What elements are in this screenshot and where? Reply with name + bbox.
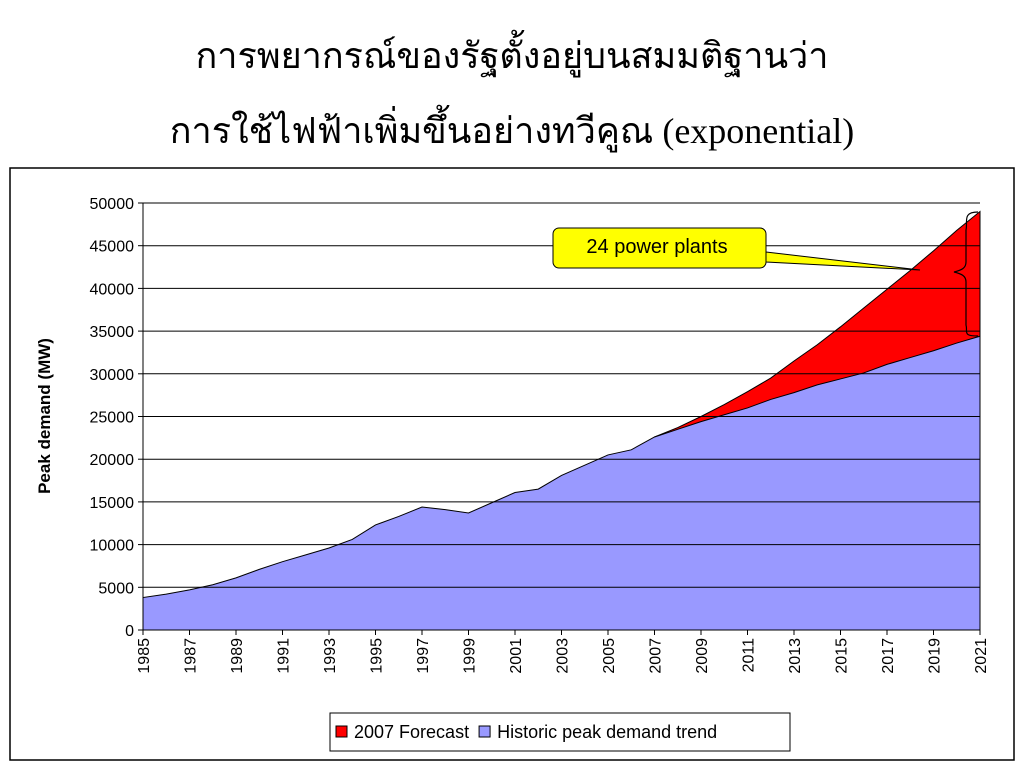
plot-area: 0 5000 10000 15000 20000 25000 30000 35000 40000… <box>90 196 991 674</box>
x-tick-label: 1987 <box>183 638 200 674</box>
chart-title: การใช้ไฟฟ้าเพิ่มขึ้นอย่างทวีคูณ (exponen… <box>170 104 855 153</box>
legend <box>329 712 791 752</box>
x-tick-label: 2015 <box>834 638 851 674</box>
x-tick-label: 2005 <box>601 638 618 674</box>
legend-label: 2007 Forecast <box>354 722 469 742</box>
x-tick-label: 2003 <box>555 638 572 674</box>
y-tick-label: 35000 <box>90 324 135 341</box>
y-tick-label: 0 <box>125 623 134 640</box>
x-tick-label: 2019 <box>927 638 944 674</box>
y-tick-label: 10000 <box>90 538 135 555</box>
y-tick-label: 30000 <box>90 367 135 384</box>
legend-swatch <box>335 725 348 738</box>
legend-swatch <box>478 725 491 738</box>
x-tick-label: 1989 <box>229 638 246 674</box>
y-tick-label: 45000 <box>90 239 135 256</box>
area <box>142 335 981 631</box>
y-tick-label: 5000 <box>98 580 134 597</box>
y-tick-label: 15000 <box>90 495 135 512</box>
y-axis-label: Peak demand (MW) <box>35 338 54 494</box>
legend-label: Historic peak demand trend <box>497 722 717 742</box>
x-tick-label: 1999 <box>462 638 479 674</box>
y-tick-label: 40000 <box>90 281 135 298</box>
legend-items: 2007 Forecast Historic peak demand trend <box>335 722 717 742</box>
y-tick-label: 20000 <box>90 452 135 469</box>
chart-title: การพยากรณ์ของรัฐตั้งอยู่บนสมมติฐานว่า <box>196 29 829 78</box>
x-tick-label: 2017 <box>880 638 897 674</box>
annotation: 24 power plants <box>586 236 727 258</box>
x-tick-label: 2007 <box>648 638 665 674</box>
x-tick-label: 2021 <box>973 638 990 674</box>
x-tick-label: 2013 <box>787 638 804 674</box>
x-tick-label: 2009 <box>694 638 711 674</box>
callout-box <box>552 227 767 269</box>
x-tick-label: 1993 <box>322 638 339 674</box>
x-tick-label: 1991 <box>276 638 293 674</box>
bracket <box>953 211 979 337</box>
x-tick-label: 1995 <box>369 638 386 674</box>
y-tick-label: 50000 <box>90 196 135 213</box>
y-tick-label: 25000 <box>90 410 135 427</box>
x-tick-label: 2001 <box>508 638 525 674</box>
x-tick-label: 1985 <box>136 638 153 674</box>
x-tick-label: 2011 <box>741 638 758 673</box>
x-tick-label: 1997 <box>415 638 432 674</box>
